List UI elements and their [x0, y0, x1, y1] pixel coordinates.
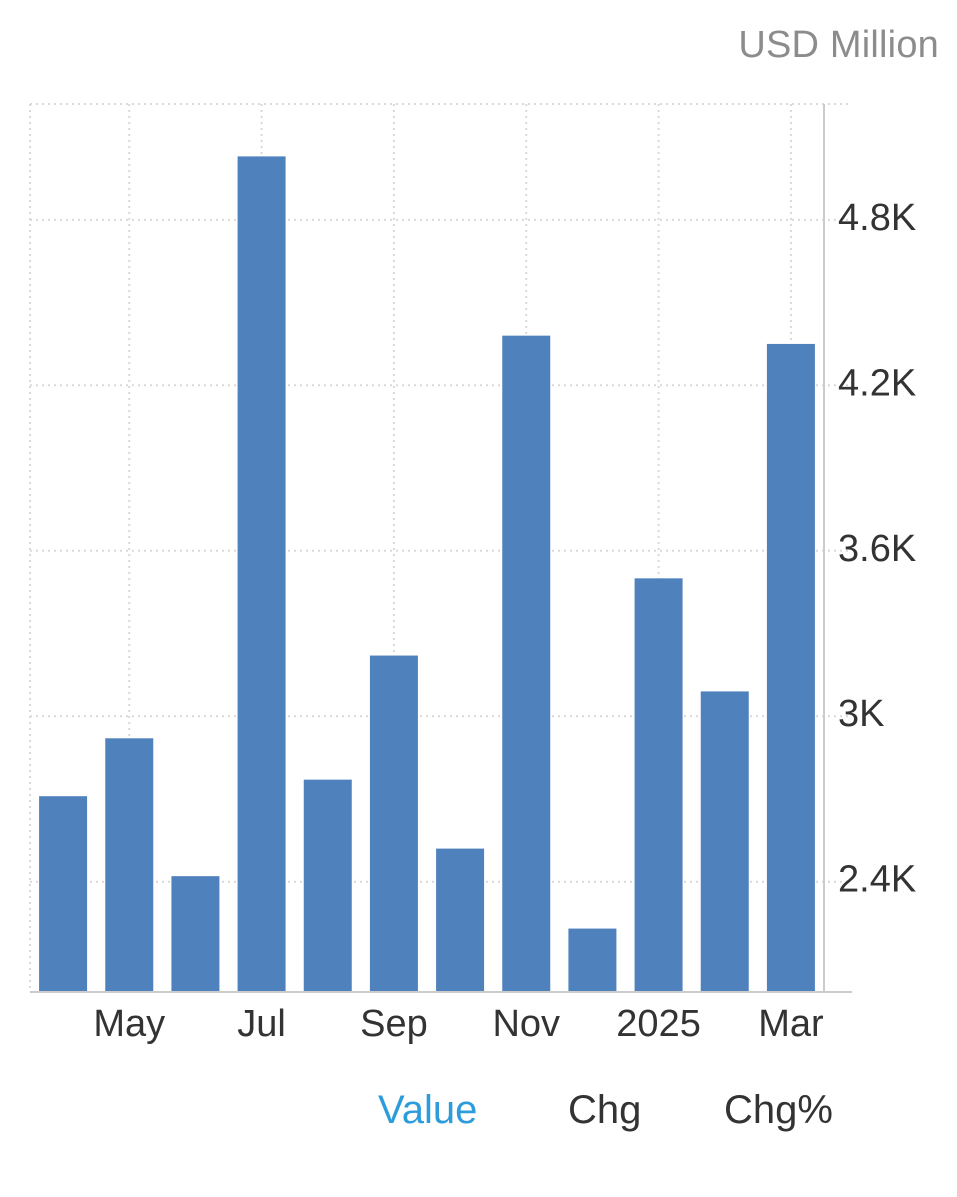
- y-tick-label: 2.4K: [838, 859, 916, 901]
- bar-mar-2025[interactable]: [766, 343, 815, 992]
- x-tick-labels: May Jul Sep Nov 2025 Mar: [93, 1003, 824, 1045]
- bar-jan-2025[interactable]: [634, 578, 683, 992]
- x-tick-label: Nov: [492, 1003, 560, 1045]
- x-tick-label: Jul: [237, 1003, 286, 1045]
- bar-may-2024[interactable]: [105, 738, 154, 992]
- bars-layer: [39, 156, 815, 992]
- bar-apr-2024[interactable]: [39, 796, 88, 992]
- y-tick-label: 3K: [838, 693, 884, 735]
- bar-feb-2025[interactable]: [700, 691, 749, 992]
- y-tick-labels: 2.4K 3K 3.6K 4.2K 4.8K: [838, 197, 916, 901]
- axis-layer: [30, 104, 852, 993]
- bar-jul-2024[interactable]: [237, 156, 286, 992]
- y-tick-label: 3.6K: [838, 528, 916, 570]
- x-tick-label: Mar: [758, 1003, 824, 1045]
- y-tick-label: 4.2K: [838, 362, 916, 404]
- x-tick-label: May: [93, 1003, 165, 1045]
- bar-dec-2024[interactable]: [568, 928, 617, 992]
- tab-value[interactable]: Value: [378, 1088, 478, 1132]
- bar-sep-2024[interactable]: [369, 655, 418, 992]
- view-tabs: Value Chg Chg%: [0, 1088, 957, 1148]
- bar-nov-2024[interactable]: [502, 335, 551, 992]
- tab-chg[interactable]: Chg: [568, 1088, 642, 1132]
- x-tick-label: 2025: [616, 1003, 701, 1045]
- bar-aug-2024[interactable]: [303, 779, 352, 992]
- tab-chg-percent[interactable]: Chg%: [724, 1088, 833, 1132]
- bar-oct-2024[interactable]: [436, 848, 485, 992]
- unit-label: USD Million: [738, 24, 939, 66]
- x-tick-label: Sep: [360, 1003, 428, 1045]
- bar-chart: 2.4K 3K 3.6K 4.2K 4.8K May Jul Sep Nov 2025 Mar: [29, 103, 916, 1045]
- bar-jun-2024[interactable]: [171, 876, 220, 992]
- y-tick-label: 4.8K: [838, 197, 916, 239]
